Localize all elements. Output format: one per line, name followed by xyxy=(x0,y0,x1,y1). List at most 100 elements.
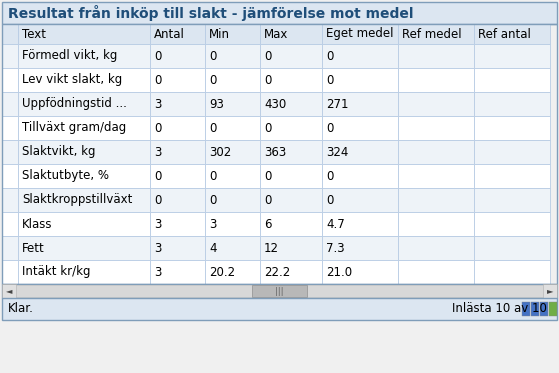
Bar xyxy=(2,188,18,212)
Text: 0: 0 xyxy=(154,122,162,135)
Bar xyxy=(18,68,150,92)
Text: 0: 0 xyxy=(154,169,162,182)
Bar xyxy=(150,188,205,212)
Bar xyxy=(205,164,260,188)
Bar xyxy=(531,302,539,316)
Bar xyxy=(18,236,150,260)
Text: 7.3: 7.3 xyxy=(326,241,345,254)
Text: 4.7: 4.7 xyxy=(326,217,345,231)
Text: 0: 0 xyxy=(209,194,216,207)
Bar xyxy=(2,24,18,44)
Text: ◄: ◄ xyxy=(6,286,12,295)
Bar xyxy=(474,24,550,44)
Bar xyxy=(150,116,205,140)
Bar xyxy=(474,140,550,164)
Text: 3: 3 xyxy=(154,145,162,159)
Text: Max: Max xyxy=(264,28,288,41)
Text: 20.2: 20.2 xyxy=(209,266,235,279)
Text: Fett: Fett xyxy=(22,241,45,254)
Bar xyxy=(2,260,18,284)
Text: Uppfödningstid ...: Uppfödningstid ... xyxy=(22,97,127,110)
Text: 0: 0 xyxy=(209,50,216,63)
Bar xyxy=(150,212,205,236)
Text: 93: 93 xyxy=(209,97,224,110)
Bar xyxy=(322,260,398,284)
Text: 0: 0 xyxy=(326,122,333,135)
Bar xyxy=(474,92,550,116)
Bar xyxy=(398,188,474,212)
Text: Slaktutbyte, %: Slaktutbyte, % xyxy=(22,169,109,182)
Bar xyxy=(205,236,260,260)
Bar xyxy=(2,298,557,320)
Text: 271: 271 xyxy=(326,97,348,110)
Text: 12: 12 xyxy=(264,241,279,254)
Bar xyxy=(205,68,260,92)
Text: 0: 0 xyxy=(209,169,216,182)
Text: 3: 3 xyxy=(154,217,162,231)
Text: Klar.: Klar. xyxy=(8,303,34,316)
Bar xyxy=(260,44,322,68)
Bar xyxy=(18,212,150,236)
Bar xyxy=(322,116,398,140)
Text: 0: 0 xyxy=(264,73,271,87)
Text: Ref antal: Ref antal xyxy=(478,28,531,41)
Bar xyxy=(322,24,398,44)
Bar xyxy=(260,164,322,188)
Text: 430: 430 xyxy=(264,97,286,110)
Bar xyxy=(398,68,474,92)
Bar xyxy=(474,164,550,188)
Text: 302: 302 xyxy=(209,145,231,159)
Bar xyxy=(474,188,550,212)
Bar xyxy=(260,212,322,236)
Bar xyxy=(150,140,205,164)
Text: Resultat från inköp till slakt - jämförelse mot medel: Resultat från inköp till slakt - jämföre… xyxy=(8,5,414,21)
Bar xyxy=(398,236,474,260)
Text: Min: Min xyxy=(209,28,230,41)
Bar xyxy=(398,260,474,284)
Text: 0: 0 xyxy=(264,122,271,135)
Bar xyxy=(150,24,205,44)
Text: ►: ► xyxy=(547,286,553,295)
Bar xyxy=(205,188,260,212)
Bar xyxy=(398,44,474,68)
Bar xyxy=(2,116,18,140)
Bar xyxy=(474,44,550,68)
Bar xyxy=(18,92,150,116)
Bar xyxy=(2,24,557,284)
Bar xyxy=(205,92,260,116)
Bar xyxy=(398,140,474,164)
Bar xyxy=(549,302,557,316)
Bar xyxy=(260,92,322,116)
Bar xyxy=(260,24,322,44)
Bar xyxy=(150,236,205,260)
Bar xyxy=(474,212,550,236)
Bar xyxy=(540,302,548,316)
Text: Text: Text xyxy=(22,28,46,41)
Bar xyxy=(18,260,150,284)
Text: Klass: Klass xyxy=(22,217,53,231)
Text: 0: 0 xyxy=(154,50,162,63)
Bar xyxy=(205,140,260,164)
Bar xyxy=(150,164,205,188)
Text: 0: 0 xyxy=(264,169,271,182)
Bar xyxy=(322,44,398,68)
Text: 0: 0 xyxy=(154,194,162,207)
Text: 0: 0 xyxy=(326,169,333,182)
Text: Intäkt kr/kg: Intäkt kr/kg xyxy=(22,266,91,279)
Bar xyxy=(205,260,260,284)
Text: Slaktvikt, kg: Slaktvikt, kg xyxy=(22,145,96,159)
Bar xyxy=(474,68,550,92)
Text: 6: 6 xyxy=(264,217,272,231)
Text: 0: 0 xyxy=(264,194,271,207)
Text: Inlästa 10 av 10: Inlästa 10 av 10 xyxy=(452,303,547,316)
Bar xyxy=(18,188,150,212)
Text: 0: 0 xyxy=(154,73,162,87)
Bar xyxy=(2,284,557,298)
Bar xyxy=(2,92,18,116)
Bar xyxy=(474,236,550,260)
Bar xyxy=(205,24,260,44)
Bar xyxy=(398,212,474,236)
Text: Tillväxt gram/dag: Tillväxt gram/dag xyxy=(22,122,126,135)
Bar xyxy=(474,260,550,284)
Bar xyxy=(398,164,474,188)
